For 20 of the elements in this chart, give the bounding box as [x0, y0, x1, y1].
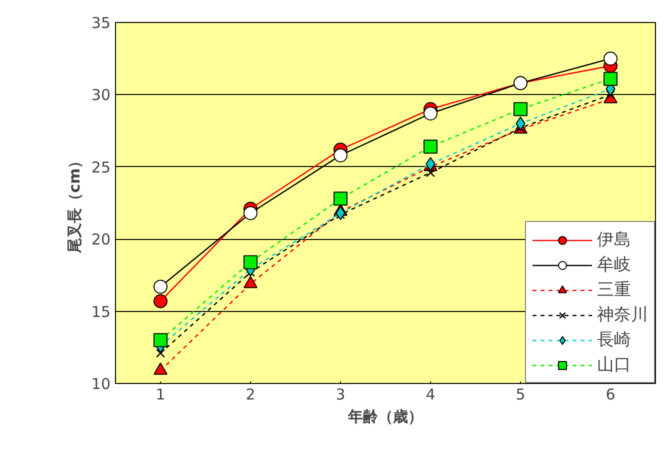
x-axis-title: 年齢（歳） — [347, 408, 423, 426]
x-tick-label: 6 — [606, 386, 616, 404]
legend-label: 牟岐 — [597, 254, 631, 276]
legend-label: 山口 — [597, 354, 631, 376]
legend-label: 伊島 — [597, 229, 631, 251]
legend-label: 三重 — [597, 279, 631, 301]
y-axis-title: 尾叉長（cm） — [65, 153, 84, 254]
y-tick-label: 20 — [91, 230, 111, 249]
x-tick-label: 5 — [516, 386, 526, 404]
legend-label: 神奈川 — [597, 304, 648, 326]
y-tick-label: 25 — [91, 158, 111, 176]
x-tick-label: 4 — [426, 386, 436, 404]
y-tick-label: 35 — [91, 14, 111, 32]
x-tick-label: 3 — [336, 386, 346, 404]
x-tick-label: 1 — [156, 386, 166, 404]
x-tick-label: 2 — [246, 386, 256, 404]
legend-label: 長崎 — [597, 329, 631, 351]
y-tick-label: 10 — [91, 375, 111, 393]
y-tick-label: 30 — [91, 86, 111, 104]
y-tick-label: 15 — [91, 302, 111, 321]
